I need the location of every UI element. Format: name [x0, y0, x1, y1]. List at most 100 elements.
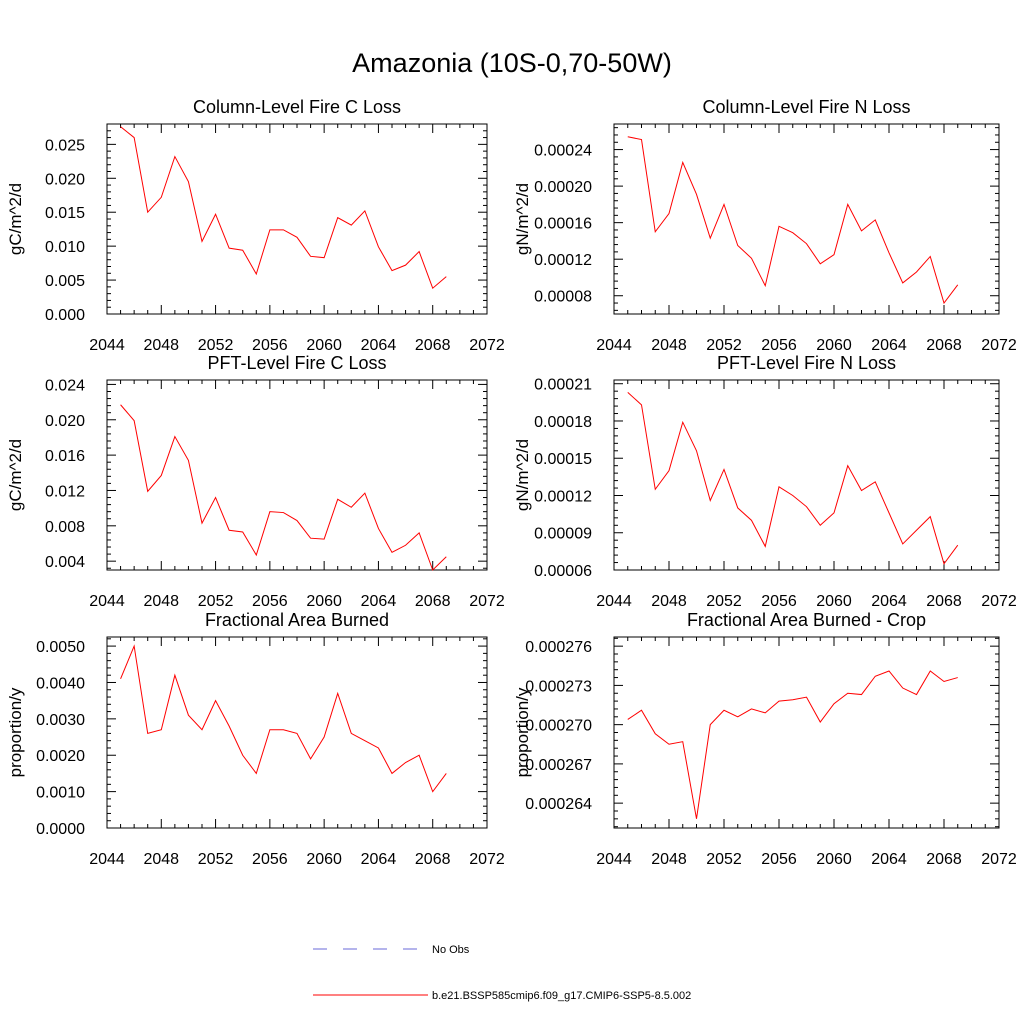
chart-panel-column-fire-n-loss: 2044 2048 2052 2056 2060 2064 2068 2072 0.00008 0… [513, 97, 1017, 354]
x-tick-label: 2068 [926, 593, 962, 610]
x-tick-label: 2068 [926, 337, 962, 354]
chart-panel-fractional-area-burned: 2044 2048 2052 2056 2060 2064 2068 2072 0.0000 0.… [6, 610, 505, 868]
panel-title: PFT-Level Fire C Loss [207, 353, 386, 373]
panel-title: Column-Level Fire N Loss [702, 97, 910, 117]
x-tick-label: 2044 [89, 851, 125, 868]
x-tick-label: 2068 [415, 337, 451, 354]
x-tick-label: 2052 [706, 851, 742, 868]
chart-panel-pft-fire-c-loss: 2044 2048 2052 2056 2060 2064 2068 2072 0.004 0.0… [6, 353, 505, 610]
y-tick-label: 0.000273 [525, 678, 592, 695]
x-tick-label: 2056 [252, 337, 288, 354]
x-tick-label: 2060 [306, 593, 342, 610]
legend: No Obs b.e21.BSSP585cmip6.f09_g17.CMIP6-… [313, 944, 691, 1002]
y-axis-label: gC/m^2/d [6, 183, 25, 255]
y-tick-label: 0.020 [45, 171, 85, 188]
plot-frame [613, 123, 1000, 315]
y-tick-label: 0.00012 [534, 488, 592, 505]
x-tick-label: 2048 [143, 593, 179, 610]
x-tick-label: 2064 [361, 593, 397, 610]
x-tick-label: 2044 [89, 593, 125, 610]
panel-title: Column-Level Fire C Loss [193, 97, 401, 117]
series-line [120, 404, 447, 571]
y-tick-label: 0.016 [45, 448, 85, 465]
plot-frame [613, 379, 1000, 571]
y-axis-label: gN/m^2/d [513, 183, 532, 255]
x-tick-label: 2064 [361, 851, 397, 868]
x-tick-label: 2048 [143, 851, 179, 868]
x-tick-label: 2056 [761, 851, 797, 868]
legend-label-no-obs: No Obs [432, 944, 470, 956]
x-tick-label: 2048 [651, 337, 687, 354]
series-line [120, 126, 447, 290]
x-tick-label: 2072 [469, 593, 505, 610]
x-tick-label: 2052 [706, 593, 742, 610]
y-tick-label: 0.00006 [534, 563, 592, 580]
series-line [120, 644, 447, 793]
x-tick-label: 2060 [816, 337, 852, 354]
x-tick-label: 2056 [252, 851, 288, 868]
y-tick-label: 0.00018 [534, 414, 592, 431]
chart-panel-pft-fire-n-loss: 2044 2048 2052 2056 2060 2064 2068 2072 0.00006 0… [513, 353, 1017, 610]
plot-frame [106, 123, 488, 315]
x-tick-label: 2056 [252, 593, 288, 610]
panel-title: PFT-Level Fire N Loss [717, 353, 896, 373]
y-tick-label: 0.0050 [36, 639, 85, 656]
x-tick-label: 2064 [871, 337, 907, 354]
x-tick-label: 2048 [651, 593, 687, 610]
y-tick-label: 0.024 [45, 377, 85, 394]
chart-panel-fractional-area-burned-crop: 2044 2048 2052 2056 2060 2064 2068 2072 0.000264… [513, 610, 1017, 868]
y-axis-label: gN/m^2/d [513, 439, 532, 511]
page-title: Amazonia (10S-0,70-50W) [352, 48, 672, 78]
x-tick-label: 2072 [469, 851, 505, 868]
x-tick-label: 2056 [761, 337, 797, 354]
y-axis-label: proportion/y [6, 687, 25, 777]
x-tick-label: 2072 [981, 593, 1017, 610]
y-tick-label: 0.008 [45, 519, 85, 536]
x-tick-label: 2068 [415, 593, 451, 610]
x-tick-label: 2048 [143, 337, 179, 354]
y-tick-label: 0.015 [45, 205, 85, 222]
y-tick-label: 0.012 [45, 483, 85, 500]
y-tick-label: 0.010 [45, 239, 85, 256]
y-tick-label: 0.00015 [534, 451, 592, 468]
plot-frame [106, 379, 488, 571]
y-tick-label: 0.004 [45, 554, 85, 571]
x-tick-label: 2060 [306, 337, 342, 354]
y-tick-label: 0.000264 [525, 796, 592, 813]
x-tick-label: 2044 [596, 851, 632, 868]
x-tick-label: 2060 [816, 593, 852, 610]
y-tick-label: 0.005 [45, 273, 85, 290]
x-tick-label: 2052 [198, 593, 234, 610]
x-tick-label: 2068 [415, 851, 451, 868]
x-tick-label: 2072 [469, 337, 505, 354]
panel-title: Fractional Area Burned [205, 610, 389, 630]
x-tick-label: 2044 [596, 593, 632, 610]
series-line [627, 136, 959, 305]
y-axis-label: gC/m^2/d [6, 439, 25, 511]
y-tick-label: 0.025 [45, 137, 85, 154]
y-tick-label: 0.0030 [36, 712, 85, 729]
x-tick-label: 2052 [198, 337, 234, 354]
x-tick-label: 2072 [981, 337, 1017, 354]
y-tick-label: 0.000267 [525, 757, 592, 774]
x-tick-label: 2060 [816, 851, 852, 868]
y-tick-label: 0.00009 [534, 526, 592, 543]
plot-frame [613, 636, 1000, 829]
y-tick-label: 0.000 [45, 307, 85, 324]
x-tick-label: 2064 [871, 593, 907, 610]
series-line [627, 392, 959, 565]
x-tick-label: 2068 [926, 851, 962, 868]
y-tick-label: 0.000270 [525, 718, 592, 735]
x-tick-label: 2044 [89, 337, 125, 354]
x-tick-label: 2060 [306, 851, 342, 868]
series-line [627, 670, 958, 819]
y-tick-label: 0.000276 [525, 639, 592, 656]
x-tick-label: 2044 [596, 337, 632, 354]
x-tick-label: 2056 [761, 593, 797, 610]
y-tick-label: 0.00024 [534, 143, 592, 160]
legend-label-model-run: b.e21.BSSP585cmip6.f09_g17.CMIP6-SSP5-8.… [432, 990, 691, 1002]
panel-title: Fractional Area Burned - Crop [687, 610, 926, 630]
y-tick-label: 0.0000 [36, 821, 85, 838]
x-tick-label: 2052 [198, 851, 234, 868]
